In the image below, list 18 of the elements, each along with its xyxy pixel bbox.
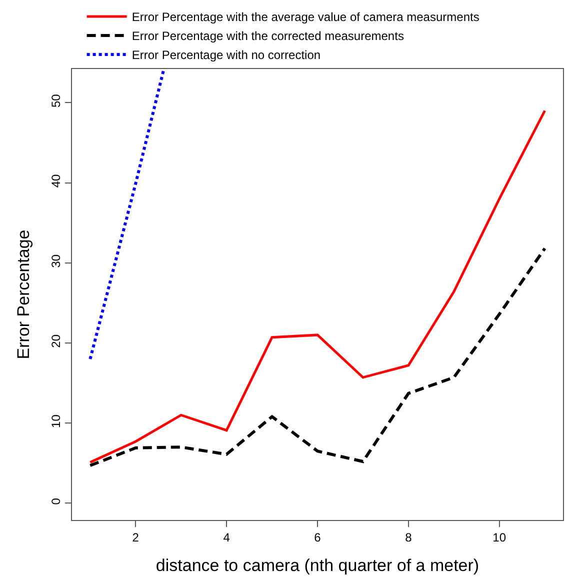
y-tick-label: 40 bbox=[49, 174, 64, 188]
x-tick-label: 10 bbox=[492, 530, 506, 544]
legend-label: Error Percentage with the corrected measurements bbox=[132, 29, 404, 44]
y-tick-label: 30 bbox=[49, 254, 64, 268]
y-tick-label: 10 bbox=[49, 414, 64, 428]
x-tick-label: 2 bbox=[132, 530, 140, 544]
line-series bbox=[88, 109, 546, 464]
line-series bbox=[88, 246, 546, 468]
legend-label: Error Percentage with the average value of camera measurments bbox=[132, 10, 480, 24]
x-tick-label: 4 bbox=[223, 530, 230, 544]
x-axis-title: distance to camera (nth quarter of a meter) bbox=[156, 556, 480, 575]
x-tick-label: 8 bbox=[405, 530, 412, 544]
y-tick-label: 20 bbox=[49, 334, 64, 348]
y-axis-title: Error Percentage bbox=[14, 230, 33, 360]
x-tick-label: 6 bbox=[314, 530, 322, 544]
y-tick-label: 0 bbox=[49, 498, 64, 505]
legend-label: Error Percentage with no correction bbox=[132, 48, 321, 62]
y-tick-label: 50 bbox=[49, 94, 64, 108]
